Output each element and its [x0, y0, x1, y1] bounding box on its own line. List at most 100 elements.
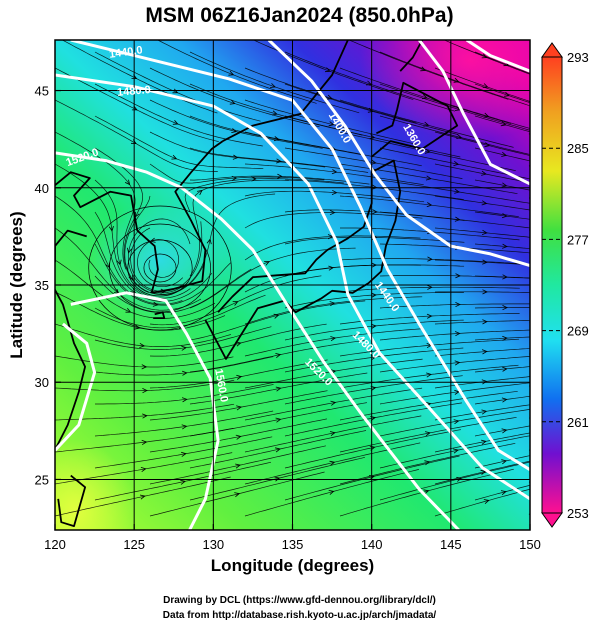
streamline-arrow [481, 349, 488, 355]
streamline-arrow [501, 428, 508, 434]
streamline-arrow [131, 105, 138, 111]
streamline-arrow [235, 463, 241, 469]
streamline [149, 323, 327, 357]
streamline [339, 99, 514, 148]
y-tick-label: 45 [35, 84, 49, 99]
streamline-arrow [181, 424, 188, 430]
streamline [284, 375, 463, 405]
streamline [339, 364, 519, 389]
streamline [529, 451, 530, 452]
streamline-arrow [276, 158, 282, 164]
streamline [244, 387, 423, 421]
colorbar-upper-extension [541, 42, 563, 58]
streamline [189, 339, 368, 373]
streamline-arrow [426, 313, 433, 319]
streamline [244, 99, 420, 146]
streamline-arrow [181, 345, 187, 351]
streamline [529, 355, 530, 356]
streamline [94, 115, 264, 170]
streamline-arrow [484, 142, 491, 148]
streamline [189, 372, 368, 405]
streamline [149, 99, 323, 149]
streamline-arrow [273, 136, 280, 142]
streamline-arrow [371, 323, 377, 329]
streamline [339, 442, 516, 485]
streamline [529, 483, 530, 484]
coastline [55, 171, 159, 294]
lat-lon-grid [55, 40, 530, 530]
streamline-arrow [273, 313, 280, 319]
streamline-arrow [329, 210, 336, 216]
streamline-arrow [275, 353, 282, 359]
streamline [244, 212, 423, 229]
streamline [244, 163, 424, 186]
streamline [474, 83, 530, 103]
streamline [189, 147, 369, 173]
coastline [151, 140, 224, 294]
x-axis-label: Longitude (degrees) [210, 556, 375, 575]
streamline-arrow [425, 431, 431, 437]
x-tick-label: 125 [123, 537, 145, 552]
streamline-arrow [371, 292, 377, 298]
streamline [55, 379, 235, 392]
streamline-arrow [483, 499, 490, 505]
streamline-arrow [481, 170, 487, 176]
streamline [529, 419, 530, 420]
streamline-arrow [427, 256, 433, 262]
streamline-arrow [423, 489, 430, 495]
colorbar-tick-label: 253 [567, 506, 589, 521]
streamline-arrow [134, 324, 141, 330]
streamline-arrow [481, 409, 488, 415]
colorbar-tick-label: 293 [567, 50, 589, 65]
coastline [399, 40, 424, 72]
streamline-arrow [425, 175, 432, 181]
streamline [189, 175, 370, 185]
streamline-arrow [142, 388, 148, 394]
y-tick-label: 40 [35, 181, 49, 196]
streamline [94, 211, 213, 302]
streamline-arrow [139, 342, 146, 348]
streamline [284, 115, 461, 158]
streamline-arrow [504, 91, 510, 97]
height-contour [55, 73, 530, 501]
streamline-arrow [454, 188, 461, 194]
streamline [55, 259, 216, 319]
streamline-arrow [502, 274, 508, 280]
streamline-arrow [483, 112, 490, 118]
streamline-arrow [423, 121, 430, 127]
streamline-arrow [329, 460, 336, 466]
streamline-arrow [274, 476, 281, 482]
streamline [339, 286, 520, 293]
streamline [244, 235, 421, 261]
streamline [529, 260, 530, 261]
streamline-arrow [277, 173, 283, 179]
streamline-arrow [454, 331, 461, 337]
streamline [55, 476, 231, 517]
x-tick-label: 150 [519, 537, 541, 552]
streamline [529, 68, 530, 69]
streamline-arrow [420, 66, 427, 72]
streamline [189, 247, 356, 309]
streamline-arrow [481, 229, 488, 235]
coastline [222, 40, 349, 142]
coastline [153, 311, 166, 319]
streamline-arrow [453, 77, 460, 83]
streamline-arrow [152, 301, 159, 307]
streamline-arrow [501, 459, 508, 465]
streamline-arrow [454, 360, 461, 366]
streamline-arrow [424, 148, 431, 154]
streamline-arrow [271, 110, 278, 116]
streamline [55, 427, 234, 453]
contour-label: 1560.0 [212, 368, 230, 403]
streamline-arrow [481, 379, 488, 385]
cyclone-streamline [127, 239, 193, 297]
streamline [379, 83, 530, 131]
streamline [94, 461, 272, 501]
streamline-arrow [456, 476, 463, 482]
streamline-arrow [500, 490, 507, 496]
streamline [434, 488, 530, 517]
streamline [529, 132, 530, 133]
streamline-arrow [454, 216, 461, 222]
map-title: MSM 06Z16Jan2024 (850.0hPa) [145, 4, 454, 27]
streamline [55, 131, 136, 270]
